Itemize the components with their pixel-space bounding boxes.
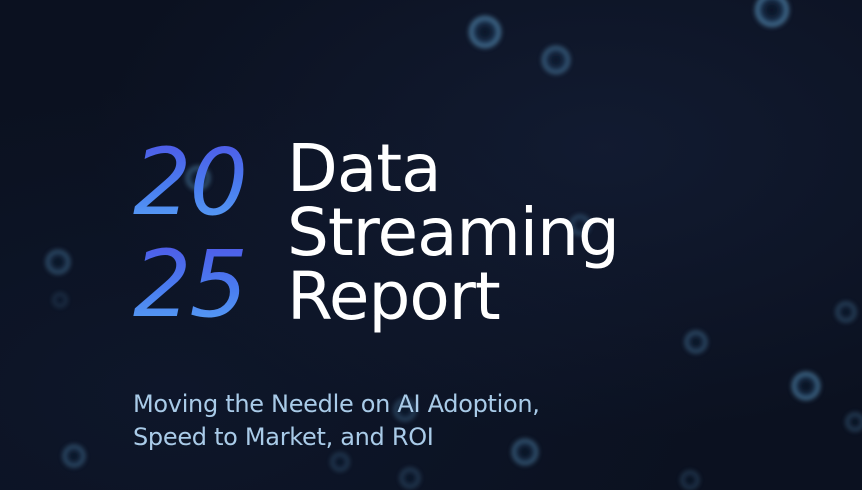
title-line-1: Data xyxy=(287,130,442,207)
report-title: Data Streaming Report xyxy=(287,130,620,335)
year-line-2: 25 xyxy=(133,234,273,336)
year-line-1: 20 xyxy=(133,132,273,234)
subtitle-line-1: Moving the Needle on AI Adoption, xyxy=(133,390,540,418)
title-line-3: Report xyxy=(287,258,501,335)
title-line-2: Streaming xyxy=(287,194,620,271)
subtitle-line-2: Speed to Market, and ROI xyxy=(133,423,434,451)
report-subtitle: Moving the Needle on AI Adoption, Speed … xyxy=(133,388,540,454)
report-year: 20 25 xyxy=(133,132,273,336)
